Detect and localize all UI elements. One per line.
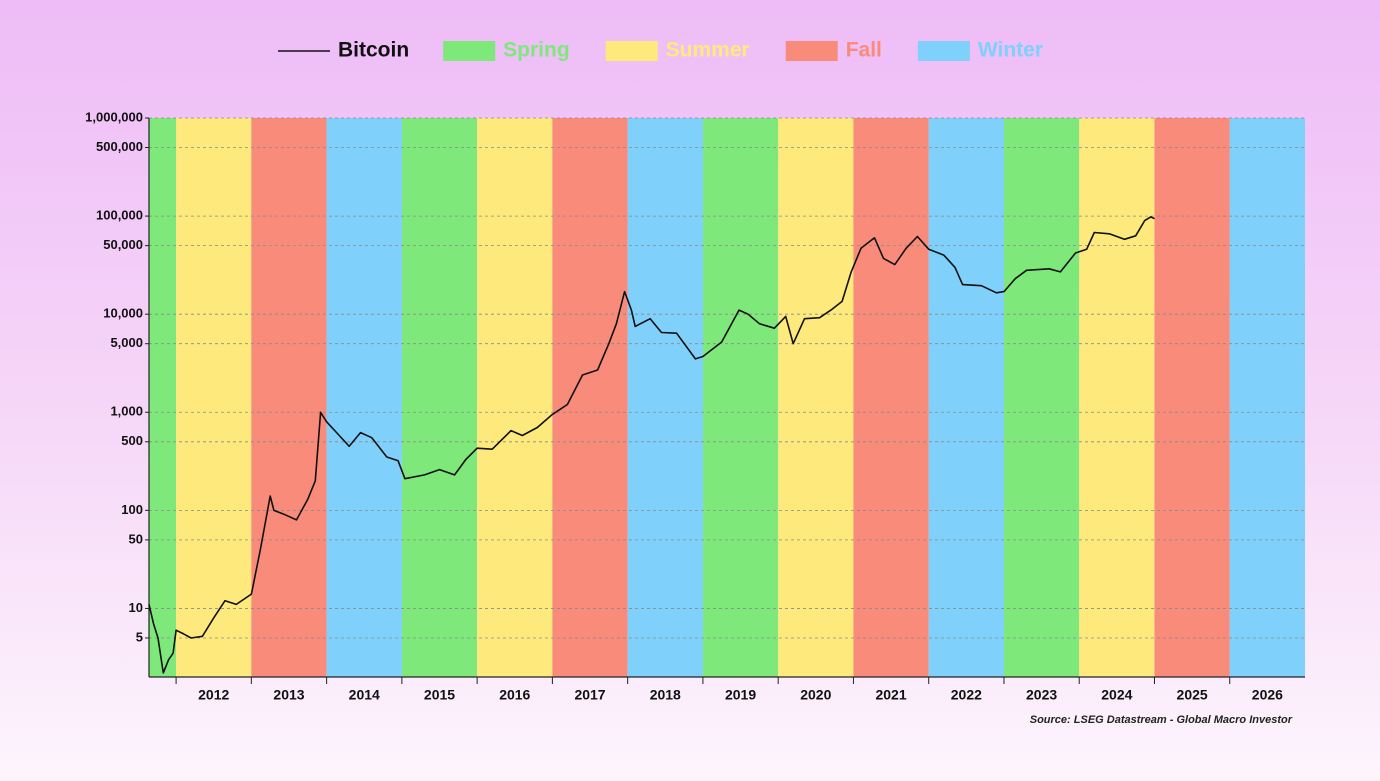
x-tick-label: 2024	[1101, 687, 1132, 703]
source-note: Source: LSEG Datastream - Global Macro I…	[1030, 714, 1293, 726]
legend-label: Fall	[846, 39, 882, 62]
x-tick-label: 2026	[1252, 687, 1283, 703]
x-tick-label: 2023	[1026, 687, 1057, 703]
y-tick-label: 5	[136, 629, 143, 644]
season-band	[176, 118, 252, 677]
season-band	[702, 118, 779, 677]
y-tick-label: 100,000	[96, 208, 143, 223]
season-band	[552, 118, 628, 677]
y-tick-label: 500,000	[96, 139, 143, 154]
season-band	[1229, 118, 1305, 677]
x-tick-label: 2018	[650, 687, 681, 703]
legend-label: Bitcoin	[338, 39, 409, 62]
x-tick-label: 2017	[574, 687, 605, 703]
y-tick-label: 10,000	[103, 306, 143, 321]
y-tick-label: 50,000	[103, 237, 143, 252]
season-band	[251, 118, 327, 677]
legend-swatch	[917, 41, 970, 61]
y-tick-label: 1,000,000	[85, 109, 143, 124]
y-tick-label: 1,000	[110, 404, 143, 419]
x-tick-label: 2012	[198, 687, 229, 703]
price-line	[148, 216, 1155, 674]
season-band	[326, 118, 402, 677]
season-band	[627, 118, 703, 677]
y-tick-label: 5,000	[110, 335, 143, 350]
y-tick-label: 10	[129, 600, 143, 615]
x-tick-label: 2019	[725, 687, 756, 703]
legend: Bitcoin Spring Summer Fall Winter	[278, 39, 1043, 62]
season-band	[853, 118, 929, 677]
season-band	[1003, 118, 1080, 677]
legend-swatch	[605, 41, 658, 61]
legend-swatch	[785, 41, 838, 61]
x-tick-label: 2022	[951, 687, 982, 703]
y-tick-label: 500	[121, 433, 143, 448]
season-band	[477, 118, 553, 677]
y-tick-label: 100	[121, 502, 143, 517]
legend-swatch	[443, 41, 496, 61]
x-tick-label: 2014	[349, 687, 380, 703]
x-tick-label: 2025	[1177, 687, 1208, 703]
x-tick-label: 2013	[273, 687, 304, 703]
x-tick-label: 2015	[424, 687, 455, 703]
legend-label: Summer	[666, 39, 750, 62]
x-tick-label: 2020	[800, 687, 831, 703]
season-band	[149, 118, 177, 677]
season-band	[1079, 118, 1155, 677]
x-tick-label: 2021	[875, 687, 906, 703]
season-band	[928, 118, 1004, 677]
season-band	[778, 118, 854, 677]
legend-label: Winter	[978, 39, 1043, 62]
legend-label: Spring	[503, 39, 570, 62]
y-tick-label: 50	[129, 531, 143, 546]
season-band	[401, 118, 478, 677]
season-band	[1154, 118, 1230, 677]
x-tick-label: 2016	[499, 687, 530, 703]
